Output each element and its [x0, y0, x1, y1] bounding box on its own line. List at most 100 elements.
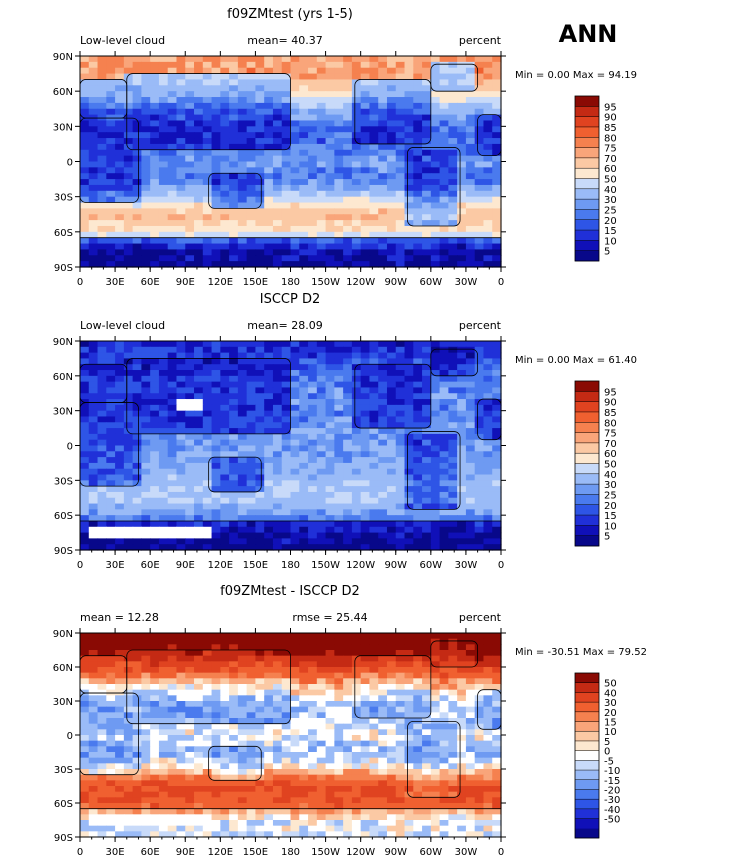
- field-cell: [203, 538, 212, 544]
- field-cell: [492, 498, 501, 504]
- field-cell: [369, 498, 378, 504]
- field-cell: [247, 173, 256, 179]
- field-cell: [369, 173, 378, 179]
- field-cell: [264, 167, 273, 173]
- field-cell: [492, 347, 501, 353]
- field-cell: [317, 214, 326, 220]
- field-cell: [159, 486, 168, 492]
- field-cell: [396, 179, 405, 185]
- field-cell: [159, 387, 168, 393]
- field-cell: [448, 249, 457, 255]
- colorbar-swatch: [575, 240, 599, 251]
- field-cell: [440, 684, 449, 690]
- field-cell: [448, 673, 457, 679]
- field-cell: [413, 463, 422, 469]
- field-cell: [475, 97, 484, 103]
- field-cell: [422, 103, 431, 109]
- field-cell: [124, 370, 133, 376]
- field-cell: [317, 763, 326, 769]
- field-cell: [317, 504, 326, 510]
- colorbar-swatch: [575, 117, 599, 128]
- field-cell: [203, 214, 212, 220]
- field-cell: [396, 173, 405, 179]
- field-cell: [492, 416, 501, 422]
- field-cell: [483, 364, 492, 370]
- field-cell: [115, 729, 124, 735]
- field-cell: [492, 167, 501, 173]
- field-cell: [299, 678, 308, 684]
- field-cell: [317, 746, 326, 752]
- field-cell: [106, 457, 115, 463]
- field-cell: [317, 68, 326, 74]
- field-cell: [466, 68, 475, 74]
- field-cell: [98, 387, 107, 393]
- field-cell: [457, 656, 466, 662]
- field-cell: [413, 91, 422, 97]
- field-cell: [124, 358, 133, 364]
- field-cell: [475, 678, 484, 684]
- field-cell: [413, 440, 422, 446]
- field-cell: [168, 138, 177, 144]
- field-cell: [150, 244, 159, 250]
- field-cell: [212, 480, 221, 486]
- field-cell: [334, 741, 343, 747]
- field-cell: [282, 509, 291, 515]
- field-cell: [124, 191, 133, 197]
- field-cell: [440, 451, 449, 457]
- field-cell: [396, 695, 405, 701]
- field-cell: [317, 684, 326, 690]
- field-cell: [431, 469, 440, 475]
- field-cell: [326, 667, 335, 673]
- field-cell: [448, 446, 457, 452]
- field-cell: [378, 238, 387, 244]
- field-cell: [98, 746, 107, 752]
- field-cell: [422, 162, 431, 168]
- field-cell: [492, 97, 501, 103]
- field-cell: [431, 238, 440, 244]
- field-cell: [396, 255, 405, 261]
- field-cell: [396, 120, 405, 126]
- field-cell: [220, 712, 229, 718]
- field-cell: [106, 469, 115, 475]
- field-cell: [115, 718, 124, 724]
- field-cell: [229, 673, 238, 679]
- field-cell: [308, 364, 317, 370]
- field-cell: [317, 79, 326, 85]
- field-cell: [343, 353, 352, 359]
- field-cell: [422, 463, 431, 469]
- field-cell: [369, 486, 378, 492]
- field-cell: [124, 353, 133, 359]
- field-cell: [238, 434, 247, 440]
- field-cell: [80, 475, 89, 481]
- field-cell: [492, 203, 501, 209]
- field-cell: [124, 364, 133, 370]
- field-cell: [308, 656, 317, 662]
- field-cell: [299, 712, 308, 718]
- field-cell: [115, 763, 124, 769]
- field-cell: [387, 411, 396, 417]
- field-cell: [378, 695, 387, 701]
- field-cell: [106, 103, 115, 109]
- field-cell: [89, 68, 98, 74]
- field-cell: [220, 393, 229, 399]
- field-cell: [150, 249, 159, 255]
- field-cell: [185, 633, 194, 639]
- field-cell: [361, 504, 370, 510]
- field-cell: [89, 405, 98, 411]
- field-cell: [133, 173, 142, 179]
- field-cell: [247, 678, 256, 684]
- field-cell: [98, 707, 107, 713]
- field-cell: [185, 370, 194, 376]
- field-cell: [431, 416, 440, 422]
- field-cell: [89, 741, 98, 747]
- field-cell: [124, 504, 133, 510]
- field-cell: [203, 422, 212, 428]
- field-cell: [238, 411, 247, 417]
- field-cell: [448, 486, 457, 492]
- field-cell: [141, 126, 150, 132]
- field-cell: [229, 724, 238, 730]
- field-cell: [361, 769, 370, 775]
- field-cell: [185, 769, 194, 775]
- field-cell: [369, 690, 378, 696]
- field-cell: [317, 701, 326, 707]
